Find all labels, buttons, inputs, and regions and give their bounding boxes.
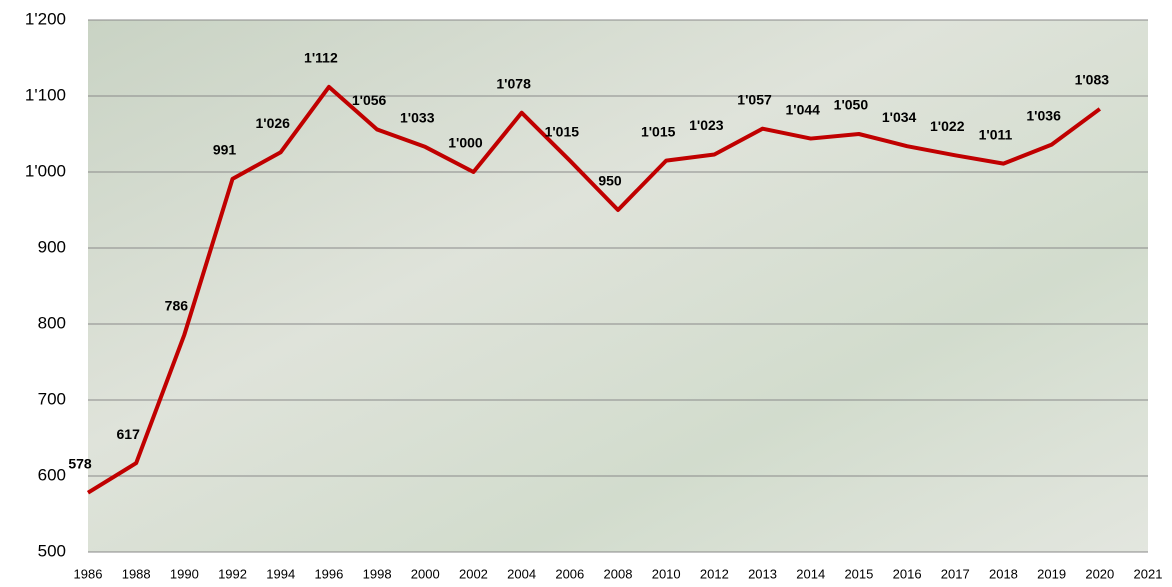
y-tick-label: 800 [38,313,66,332]
x-tick-label: 1994 [266,566,295,581]
x-tick-label: 1988 [122,566,151,581]
chart: 500 600 700 800 900 1'000 1'100 1'200 1986 1988 19… [0,0,1172,587]
data-label: 1'000 [448,135,483,151]
data-label: 1'057 [737,91,772,107]
y-tick-label: 1'000 [25,161,66,180]
x-tick-label: 2002 [459,566,488,581]
y-tick-label: 600 [38,465,66,484]
data-label: 1'034 [882,109,917,125]
data-label: 950 [598,173,622,189]
x-tick-label: 2000 [411,566,440,581]
data-label: 1'023 [689,117,724,133]
x-tick-label: 2021 [1134,566,1163,581]
data-label: 1'083 [1075,72,1110,88]
y-tick-label: 900 [38,237,66,256]
x-tick-label: 1990 [170,566,199,581]
data-label: 1'022 [930,118,965,134]
data-label: 1'011 [979,126,1013,142]
data-label: 1'036 [1026,107,1061,123]
data-label: 1'015 [545,123,580,139]
x-tick-label: 2008 [604,566,633,581]
x-tick-label: 2013 [748,566,777,581]
data-label: 617 [117,426,141,442]
data-label: 1'050 [834,97,869,113]
x-tick-label: 2016 [893,566,922,581]
x-tick-label: 2018 [989,566,1018,581]
x-tick-label: 1996 [314,566,343,581]
x-tick-label: 2004 [507,566,536,581]
data-label: 1'015 [641,123,676,139]
y-tick-label: 1'100 [25,85,66,104]
data-label: 1'078 [496,75,531,91]
x-tick-label: 2020 [1085,566,1114,581]
y-tick-label: 700 [38,389,66,408]
x-tick-label: 2010 [652,566,681,581]
x-tick-label: 2006 [555,566,584,581]
data-label: 1'033 [400,110,435,126]
x-tick-label: 2015 [844,566,873,581]
page: 500 600 700 800 900 1'000 1'100 1'200 1986 1988 19… [0,0,1172,587]
data-label: 991 [213,142,237,158]
data-label: 578 [68,455,92,471]
data-label: 1'026 [255,115,290,131]
data-label: 1'112 [304,50,338,66]
y-tick-label: 1'200 [25,9,66,28]
x-tick-label: 2019 [1037,566,1066,581]
plot-background [88,20,1148,552]
data-label: 1'056 [352,92,387,108]
data-label: 1'044 [785,101,820,117]
x-tick-label: 1998 [363,566,392,581]
y-tick-label: 500 [38,541,66,560]
x-tick-label: 2017 [941,566,970,581]
data-label: 786 [165,297,189,313]
x-tick-label: 1992 [218,566,247,581]
x-tick-label: 2012 [700,566,729,581]
x-tick-label: 1986 [74,566,103,581]
x-tick-label: 2014 [796,566,825,581]
